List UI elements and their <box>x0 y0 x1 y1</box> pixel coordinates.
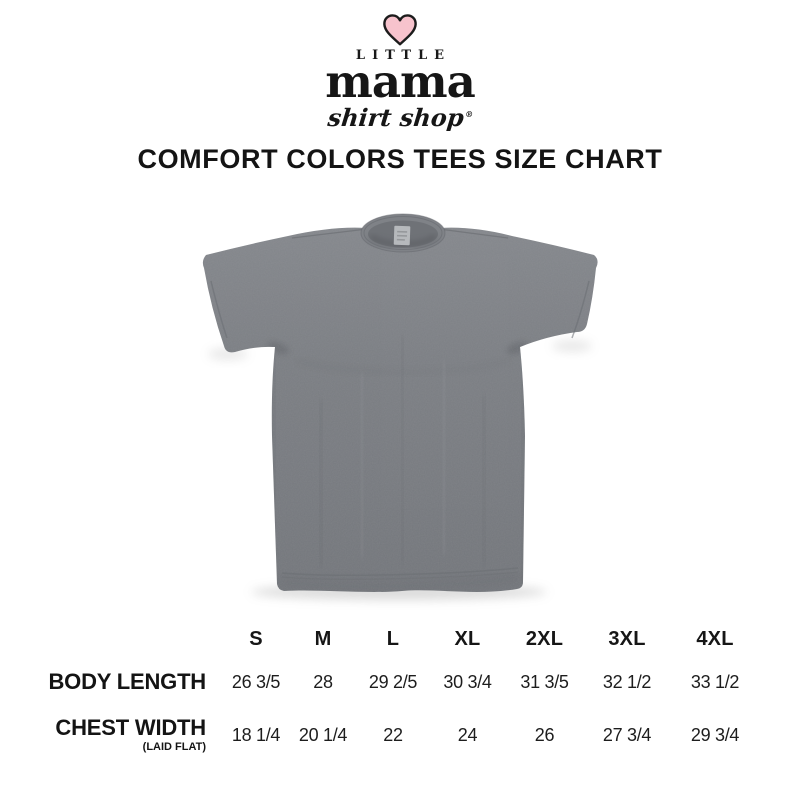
chest-width-l: 22 <box>383 724 403 745</box>
chest-width-s: 18 1/4 <box>231 724 281 745</box>
body-length-4xl: 33 1/2 <box>690 671 740 692</box>
chest-width-m: 20 1/4 <box>298 724 348 745</box>
brand-logo: LITTLE mama shirt shop® <box>0 13 800 132</box>
tshirt-photo <box>170 186 630 610</box>
heart-icon <box>383 14 417 46</box>
logo-text-mama: mama <box>325 55 476 108</box>
col-header-l: L <box>386 627 400 650</box>
shirt-collar <box>360 213 446 253</box>
body-length-s: 26 3/5 <box>231 671 281 692</box>
col-header-s: S <box>249 627 263 650</box>
logo-script-text: shirt shop <box>325 103 465 132</box>
col-header-4xl: 4XL <box>696 627 734 650</box>
chest-width-4xl: 29 3/4 <box>690 724 740 745</box>
row-label-chest-width: CHEST WIDTH (LAID FLAT) <box>30 717 222 753</box>
body-length-3xl: 32 1/2 <box>602 671 652 692</box>
tshirt-image <box>202 213 598 600</box>
body-length-m: 28 <box>313 671 333 692</box>
logo-text-shirt-shop: shirt shop® <box>325 102 474 132</box>
body-length-xl: 30 3/4 <box>443 671 492 692</box>
neck-label <box>393 225 411 246</box>
col-header-m: M <box>314 627 332 650</box>
size-chart-table: S M L XL 2XL 3XL 4XL BODY LENGTH 26 3/5 … <box>30 620 760 764</box>
row-sublabel-laid-flat: (LAID FLAT) <box>142 741 206 753</box>
row-label-body-length: BODY LENGTH <box>30 671 222 693</box>
row-label-text: BODY LENGTH <box>48 669 206 694</box>
body-length-2xl: 31 3/5 <box>520 671 569 692</box>
registered-trademark: ® <box>464 109 474 119</box>
logo-text-little: LITTLE <box>355 48 452 63</box>
col-header-2xl: 2XL <box>525 627 564 650</box>
chest-width-3xl: 27 3/4 <box>602 724 652 745</box>
col-header-3xl: 3XL <box>608 627 646 650</box>
shirt-seams <box>210 228 590 580</box>
chest-width-2xl: 26 <box>534 724 555 745</box>
chest-width-xl: 24 <box>457 724 478 745</box>
col-header-xl: XL <box>454 627 481 650</box>
row-label-text: CHEST WIDTH <box>55 715 206 740</box>
page-title: COMFORT COLORS TEES SIZE CHART <box>137 144 663 174</box>
body-length-l: 29 2/5 <box>368 671 418 692</box>
